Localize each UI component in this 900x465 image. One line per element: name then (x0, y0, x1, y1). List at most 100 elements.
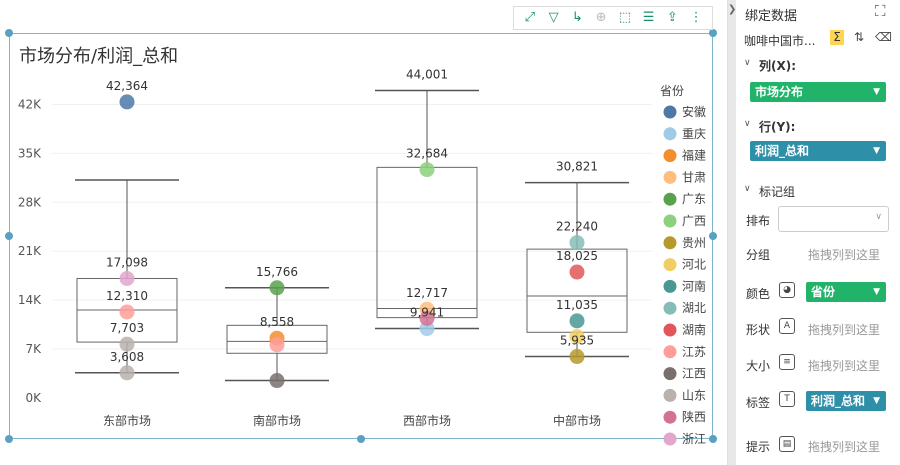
palette-icon[interactable]: ◕ (779, 282, 795, 298)
binding-panel: ❯ 绑定数据 ⛶ 咖啡中国市... Σ ⇅ ⌫ ∨ 列(X): 市场分布 ▼ ∨… (727, 0, 900, 465)
tooltip-drop-zone[interactable]: 拖拽列到这里 (808, 440, 881, 454)
chevron-down-icon[interactable]: ∨ (744, 184, 751, 194)
rows-field-pill[interactable]: 利润_总和 ▼ (750, 141, 886, 161)
resize-handle[interactable] (357, 435, 365, 443)
data-label: 9,941 (410, 306, 444, 320)
color-field-pill[interactable]: 省份 ▼ (806, 282, 886, 302)
layout-select[interactable]: ∨ (778, 206, 889, 232)
resize-handle[interactable] (709, 435, 717, 443)
x-tick-label: 西部市场 (403, 413, 451, 428)
legend-marker (663, 367, 677, 381)
tooltip-icon[interactable]: ▤ (779, 436, 795, 452)
chart-canvas: ⤢ ▽ ↳ ⊕ ⬚ ☰ ⇪ ⋮ 市场分布/利润_总和 0K 7K 14K 21K 28K… (5, 6, 717, 446)
data-label: 8,558 (260, 315, 294, 329)
data-point (569, 235, 585, 251)
resize-handle[interactable] (5, 29, 13, 37)
size-drop-zone[interactable]: 拖拽列到这里 (808, 359, 881, 373)
legend-label: 湖南 (682, 322, 706, 337)
panel-header: 绑定数据 (745, 9, 798, 24)
legend-marker (663, 388, 677, 402)
legend-title: 省份 (660, 84, 684, 98)
legend-marker (663, 170, 677, 184)
y-tick-label: 42K (18, 97, 42, 111)
rows-field-label: 利润_总和 (755, 144, 810, 158)
legend-label: 河北 (682, 258, 706, 272)
zoom-icon[interactable]: ⊕ (595, 10, 607, 25)
y-tick-label: 0K (25, 391, 42, 405)
tooltip-label: 提示 (746, 440, 771, 454)
legend-marker (663, 301, 677, 315)
data-label: 15,766 (256, 265, 298, 279)
resize-handle[interactable] (709, 29, 717, 37)
x-tick-label: 中部市场 (553, 413, 601, 428)
data-point (119, 94, 135, 110)
data-point (269, 280, 285, 296)
settings-icon[interactable]: ⛶ (875, 2, 886, 20)
shape-icon[interactable]: A (779, 318, 795, 334)
data-point (419, 162, 435, 178)
data-point (119, 271, 135, 287)
dataset-name[interactable]: 咖啡中国市... (744, 34, 816, 48)
layout-label: 排布 (746, 214, 771, 228)
select-icon[interactable]: ⬚ (618, 10, 632, 25)
resize-handle[interactable] (5, 435, 13, 443)
legend-marker (663, 410, 677, 424)
size-icon[interactable]: ≡ (779, 354, 795, 370)
data-point (569, 349, 585, 365)
legend-label: 河南 (682, 278, 706, 293)
legend-marker (663, 432, 677, 446)
legend-label: 陕西 (682, 409, 706, 424)
caret-down-icon: ▼ (873, 87, 880, 97)
resize-handle[interactable] (709, 232, 717, 240)
chevron-down-icon[interactable]: ∨ (744, 119, 751, 129)
drill-icon[interactable]: ↳ (571, 10, 583, 25)
legend-marker (663, 236, 677, 250)
data-label: 5,935 (560, 334, 594, 348)
caret-down-icon: ▼ (873, 287, 880, 297)
eraser-icon[interactable]: ⌫ (875, 30, 892, 44)
legend-label: 浙江 (682, 432, 706, 446)
collapse-icon[interactable]: ❯ (728, 4, 737, 15)
data-point (119, 336, 135, 352)
data-label: 12,310 (106, 289, 148, 303)
caret-down-icon: ▼ (873, 396, 880, 406)
expand-icon[interactable]: ⤢ (524, 10, 536, 25)
label-field-pill[interactable]: 利润_总和 ▼ (806, 391, 886, 411)
export-icon[interactable]: ⇪ (666, 10, 678, 25)
legend-label: 重庆 (682, 127, 706, 141)
chevron-down-icon[interactable]: ∨ (744, 58, 751, 68)
x-tick-label: 东部市场 (103, 413, 151, 428)
shape-drop-zone[interactable]: 拖拽列到这里 (808, 323, 881, 337)
filter-icon[interactable]: ▽ (548, 10, 559, 25)
data-label: 12,717 (406, 286, 448, 300)
rows-label: 行(Y): (759, 120, 796, 134)
legend-marker (663, 214, 677, 228)
y-tick-label: 28K (18, 195, 42, 209)
legend-marker (663, 345, 677, 359)
legend-label: 广西 (682, 214, 706, 228)
legend-label: 江西 (682, 367, 706, 381)
chart-toolbar: ⤢ ▽ ↳ ⊕ ⬚ ☰ ⇪ ⋮ (513, 6, 713, 30)
data-label: 11,035 (556, 298, 598, 312)
size-label: 大小 (746, 359, 771, 373)
resize-handle[interactable] (5, 232, 13, 240)
columns-field-label: 市场分布 (755, 85, 804, 99)
chart-title: 市场分布/利润_总和 (19, 46, 179, 67)
data-point (119, 365, 135, 381)
legend-label: 山东 (682, 388, 706, 402)
sort-icon[interactable]: ⇅ (854, 30, 865, 44)
panel-strip (728, 0, 736, 465)
group-drop-zone[interactable]: 拖拽列到这里 (808, 248, 881, 262)
more-icon[interactable]: ⋮ (689, 10, 703, 25)
legend-marker (663, 323, 677, 337)
sum-icon[interactable]: Σ (830, 30, 844, 45)
data-label: 18,025 (556, 249, 598, 263)
data-point (569, 264, 585, 280)
text-label-icon[interactable]: T (779, 391, 795, 407)
columns-field-pill[interactable]: 市场分布 ▼ (750, 82, 886, 102)
legend-marker (663, 258, 677, 272)
data-label: 44,001 (406, 67, 448, 81)
legend-label: 江苏 (682, 345, 706, 359)
list-icon[interactable]: ☰ (642, 10, 655, 25)
columns-label: 列(X): (759, 59, 797, 73)
